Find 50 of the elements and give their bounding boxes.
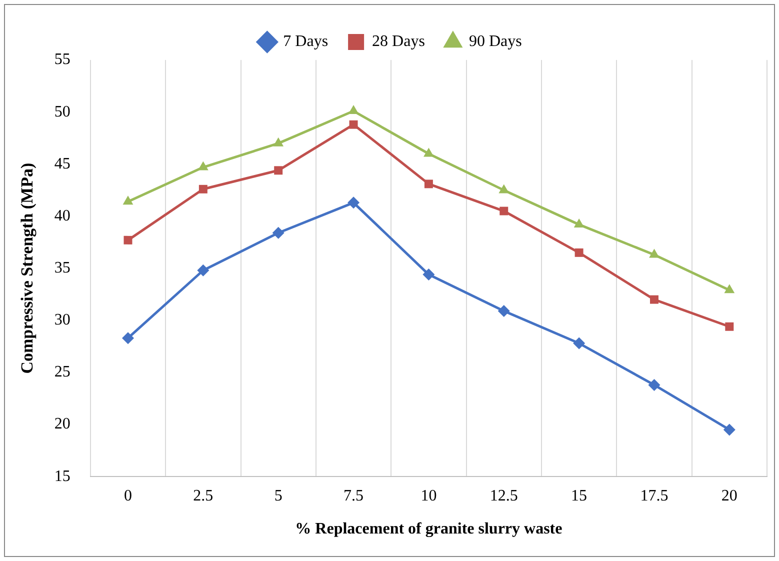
x-tick-label: 20 [721,487,738,504]
legend-label: 28 Days [372,33,425,50]
x-tick-label: 5 [274,487,282,504]
point [273,137,284,146]
y-tick-label: 50 [54,103,70,120]
point [724,284,735,294]
point [650,295,658,304]
point [349,120,358,129]
point [274,166,283,175]
point [424,180,433,188]
point [198,184,208,194]
y-axis-title: Compressive Strength (MPa) [18,162,37,374]
y-tick-label: 55 [54,51,70,68]
y-tick-label: 45 [54,155,70,172]
point [498,184,510,194]
point [723,424,736,436]
point [649,248,660,258]
x-tick-label: 15 [571,487,588,504]
x-tick-label: 10 [420,487,437,504]
point [348,105,359,114]
point [424,148,434,157]
point [573,337,586,350]
point [197,264,210,276]
point [422,268,435,281]
point [725,322,734,331]
point [348,196,360,209]
x-tick-label: 17.5 [640,487,668,504]
x-tick-label: 7.5 [344,487,364,504]
y-tick-label: 40 [54,207,70,224]
x-tick-label: 2.5 [193,487,214,504]
legend-label: 90 Days [468,33,522,50]
x-axis-title: % Replacement of granite slurry waste [295,520,562,538]
point [498,305,510,317]
y-tick-label: 30 [54,312,70,329]
x-tick-label: 0 [124,487,132,504]
point [500,206,508,216]
y-tick-label: 35 [54,260,70,277]
point [198,161,208,170]
point [122,196,134,205]
y-tick-label: 25 [54,364,70,381]
point [648,378,660,391]
point [272,226,284,239]
point [122,332,134,344]
legend-label: 7 Days [283,33,328,50]
point [574,218,584,228]
x-tick-label: 12.5 [490,487,518,504]
point [574,248,584,257]
point [124,236,132,244]
y-tick-label: 15 [54,468,70,485]
y-tick-label: 20 [54,416,70,433]
